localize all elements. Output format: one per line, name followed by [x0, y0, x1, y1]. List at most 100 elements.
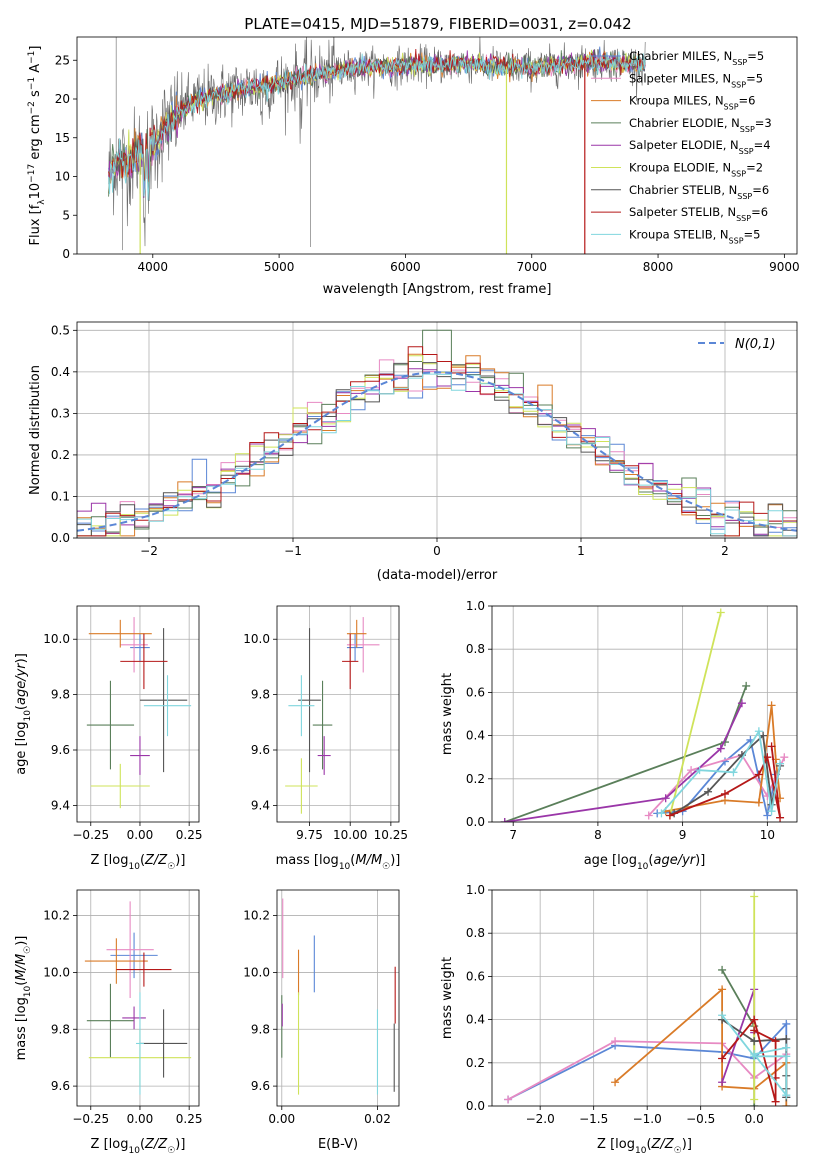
weight-point	[767, 701, 776, 710]
x-tick-label: 10.00	[333, 828, 367, 842]
weight-point	[704, 787, 713, 796]
legend-label: Kroupa MILES, NSSP=6	[629, 94, 755, 112]
x-tick-label: 0.00	[127, 828, 154, 842]
weight-line	[504, 685, 748, 822]
y-tick-label: 9.4	[51, 798, 70, 812]
errorbar-kroupa_elodie	[90, 763, 150, 809]
errorbar-salpeter_miles	[346, 617, 380, 673]
errorbar-kroupa_stelib	[136, 992, 144, 1095]
weight-line	[669, 746, 781, 818]
weight-point	[754, 798, 763, 807]
age-weight-frame	[491, 605, 798, 823]
y-tick-label: 9.8	[51, 688, 70, 702]
errorbar-kroupa_miles	[88, 619, 152, 648]
weight-point	[776, 813, 785, 822]
errorbar-salpeter_miles	[120, 617, 148, 673]
z-mass-y-label: mass [log10(M/M☉)]	[14, 936, 33, 1061]
spectrum-axes: 4000 5000 6000 7000 8000 9000 0 5 10 15 20 25	[55, 36, 800, 274]
weight-point	[718, 965, 727, 974]
y-tick-label: 10.2	[43, 909, 70, 923]
spectrum-y-label: Flux [fλ10−17 erg cm−2 s−1 A−1]	[27, 46, 47, 246]
weight-point	[750, 1026, 759, 1035]
weight-point	[776, 759, 785, 768]
histogram-kroupa_stelib	[77, 373, 797, 538]
x-tick-label: 9	[679, 828, 687, 842]
weight-point	[718, 985, 727, 994]
weight-point	[782, 1102, 791, 1106]
y-tick-label: 0.5	[51, 323, 70, 337]
weight-point	[771, 1097, 780, 1106]
z-age-plot-area	[86, 617, 192, 809]
y-tick-label: 10.0	[243, 632, 270, 646]
histogram-chabrier_elodie	[77, 329, 797, 538]
spectrum-model-salpeter_elodie	[108, 49, 646, 198]
x-tick-label: 0.00	[268, 1112, 295, 1126]
z-age-y-label: age [log10(age/yr)]	[14, 653, 33, 775]
x-tick-label: −1.5	[579, 1112, 608, 1126]
x-tick-label: −0.5	[686, 1112, 715, 1126]
legend-label-normal: N(0,1)	[735, 337, 776, 352]
errorbar-kroupa_stelib	[288, 675, 315, 737]
weight-line	[669, 612, 722, 816]
ebv-mass-axes: 0.00 0.02 9.6 9.8 10.0 10.2	[243, 889, 400, 1126]
y-tick-label: 0.4	[51, 365, 70, 379]
errorbar-salpeter_stelib	[342, 633, 359, 690]
legend-label: Chabrier STELIB, NSSP=6	[629, 183, 769, 201]
errorbar-chabrier_miles	[130, 633, 150, 662]
weight-point	[750, 1015, 759, 1024]
z-weight-frame	[491, 889, 798, 1107]
weight-line	[504, 702, 743, 822]
z-age-frame	[76, 605, 200, 823]
age-weight-axes: 7 8 9 10 0.0 0.2 0.4 0.6 0.8 1.0	[466, 599, 798, 842]
errorbar-salpeter_elodie	[317, 736, 331, 775]
x-tick-label: 0	[433, 544, 441, 558]
y-tick-label: 10.2	[243, 909, 270, 923]
y-tick-label: 9.6	[251, 743, 270, 757]
weight-point	[611, 1078, 620, 1087]
spectrum-model-kroupa_miles	[108, 50, 646, 194]
errorbar-chabrier_stelib	[139, 628, 188, 773]
residuals-plot-area	[77, 329, 797, 538]
z-weight-axes: −2.0 −1.5 −1.0 −0.5 0.0 0.0 0.2 0.4 0.6 0.8 1.0	[466, 883, 798, 1126]
weight-point	[742, 681, 751, 690]
y-tick-label: 9.6	[251, 1079, 270, 1093]
z-mass-axes: −0.25 0.00 0.25 9.6 9.8 10.0 10.2	[43, 889, 203, 1126]
spectrum-model-chabrier_elodie	[108, 50, 646, 197]
z-age-x-label: Z [log10(Z/Z☉)]	[91, 853, 186, 872]
y-tick-label: 1.0	[466, 883, 485, 897]
spectrum-frame	[76, 36, 798, 255]
errorbar-salpeter_stelib	[120, 633, 168, 690]
residuals-y-label: Normed distribution	[28, 365, 43, 495]
x-tick-label: 0.00	[127, 1112, 154, 1126]
legend-label: Salpeter STELIB, NSSP=6	[629, 205, 768, 223]
weight-point	[771, 1037, 780, 1046]
x-tick-label: 0.25	[176, 1112, 203, 1126]
x-tick-label: 7	[509, 828, 517, 842]
errorbar-chabrier_elodie	[86, 680, 135, 770]
weight-series-kroupa_stelib	[718, 1011, 791, 1100]
spectrum-x-label: wavelength [Angstrom, rest frame]	[323, 282, 552, 297]
y-tick-label: 9.8	[251, 688, 270, 702]
x-tick-label: 6000	[390, 260, 421, 274]
x-tick-label: 0.25	[176, 828, 203, 842]
z-mass-frame	[76, 889, 200, 1107]
weight-point	[782, 1043, 791, 1052]
x-tick-label: −0.25	[72, 828, 109, 842]
normal-curve	[77, 371, 797, 532]
weight-point	[718, 1054, 727, 1063]
y-tick-label: 0.0	[466, 1099, 485, 1113]
x-tick-label: 9.75	[296, 828, 323, 842]
y-tick-label: 0.4	[466, 729, 485, 743]
residuals-legend: N(0,1)	[698, 337, 776, 352]
y-tick-label: 10	[55, 170, 70, 184]
y-tick-label: 0.4	[466, 1013, 485, 1027]
y-tick-label: 9.8	[251, 1022, 270, 1036]
weight-point	[780, 753, 789, 762]
residuals-x-label: (data-model)/error	[377, 568, 498, 583]
z-mass-x-label: Z [log10(Z/Z☉)]	[91, 1137, 186, 1156]
legend-label: Salpeter MILES, NSSP=5	[629, 71, 763, 89]
y-tick-label: 0.0	[466, 815, 485, 829]
weight-point	[782, 1091, 791, 1100]
weight-point	[750, 1037, 759, 1046]
